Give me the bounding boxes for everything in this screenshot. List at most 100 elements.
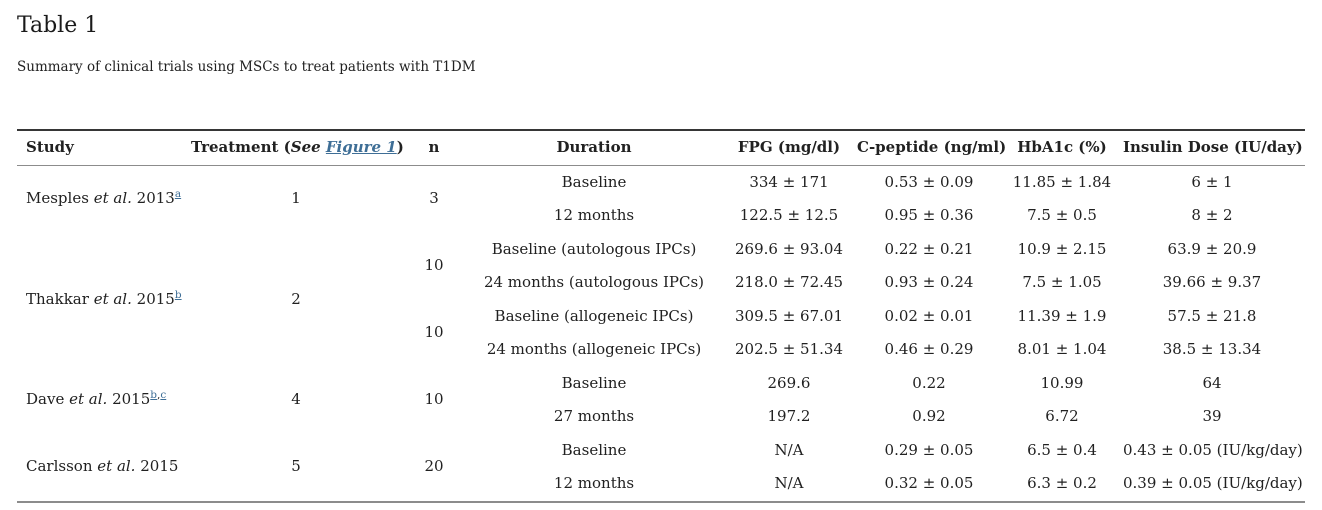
cpeptide-cell: 0.02 ± 0.01 <box>884 306 974 325</box>
n-cell: 20 <box>424 457 444 476</box>
hba1c-cell: 6.3 ± 0.2 <box>1027 474 1097 492</box>
study-name: Dave <box>26 390 65 409</box>
cpeptide-cell: 0.93 ± 0.24 <box>884 273 974 291</box>
duration-cell: Baseline (allogeneic IPCs) <box>494 306 694 325</box>
fpg-cell: 122.5 ± 12.5 <box>739 206 839 224</box>
col-header-duration: Duration <box>463 130 725 166</box>
fpg-cell: 334 ± 171 <box>749 172 829 191</box>
insulin-cell: 39 <box>1202 407 1222 425</box>
fpg-cell: N/A <box>774 440 804 459</box>
footnote-link-a[interactable]: a <box>174 188 182 201</box>
hba1c-cell: 7.5 ± 0.5 <box>1027 206 1097 224</box>
treatment-cell: 5 <box>291 457 301 476</box>
cpeptide-cell: 0.46 ± 0.29 <box>884 340 974 358</box>
fpg-cell: 218.0 ± 72.45 <box>735 273 843 291</box>
table-row: Carlsson et al. 2015 5 20 Baseline N/A 0… <box>17 434 1305 476</box>
cpeptide-cell: 0.29 ± 0.05 <box>884 440 974 459</box>
study-year: 2013 <box>136 189 175 208</box>
footnote-sup: b <box>175 289 182 301</box>
study-year: 2015 <box>112 390 151 409</box>
table-row: Thakkar et al. 2015b 2 10 Baseline (auto… <box>17 233 1305 308</box>
duration-cell: 12 months <box>553 474 635 492</box>
n-cell: 10 <box>424 390 444 409</box>
n-cell: 3 <box>429 189 439 208</box>
table-row: 27 months 197.2 0.92 6.72 39 <box>17 400 1305 434</box>
col-header-cpeptide: C-peptide (ng/ml) <box>853 130 1005 166</box>
footnote-separator: , <box>157 389 161 402</box>
cpeptide-cell: 0.22 ± 0.21 <box>884 239 974 258</box>
hba1c-cell: 6.72 <box>1045 407 1079 425</box>
insulin-cell: 57.5 ± 21.8 <box>1167 306 1257 325</box>
col-header-hba1c: HbA1c (%) <box>1005 130 1119 166</box>
fpg-cell: 309.5 ± 67.01 <box>735 306 843 325</box>
insulin-cell: 64 <box>1202 373 1222 392</box>
col-header-fpg: FPG (mg/dl) <box>725 130 853 166</box>
footnote-link-b[interactable]: b <box>174 288 182 301</box>
col-header-insulin: Insulin Dose (IU/day) <box>1119 130 1305 166</box>
n-cell: 10 <box>424 256 444 275</box>
study-name: Carlsson <box>26 457 93 476</box>
cpeptide-cell: 0.32 ± 0.05 <box>884 474 974 492</box>
study-cell-thakkar: Thakkar et al. 2015b <box>17 233 187 367</box>
table-row: 12 months N/A 0.32 ± 0.05 6.3 ± 0.2 0.39… <box>17 467 1305 502</box>
study-year: 2015 <box>136 289 175 308</box>
study-etal: et al. <box>69 390 108 409</box>
insulin-cell: 8 ± 2 <box>1191 206 1233 224</box>
duration-cell: 24 months (allogeneic IPCs) <box>486 340 702 358</box>
insulin-cell: 0.43 ± 0.05 (IU/kg/day) <box>1123 440 1303 459</box>
hba1c-cell: 10.99 <box>1040 373 1084 392</box>
header-row: Study Treatment (See Figure 1) n Duratio… <box>17 130 1305 166</box>
study-cell-dave: Dave et al. 2015b,c <box>17 367 187 434</box>
treatment-cell: 2 <box>291 289 301 308</box>
study-cell-carlsson: Carlsson et al. 2015 <box>17 434 187 502</box>
cpeptide-cell: 0.92 <box>912 407 946 425</box>
fpg-cell: 269.6 <box>767 373 811 392</box>
treatment-header-see: See <box>290 138 321 156</box>
duration-cell: Baseline (autologous IPCs) <box>491 239 697 258</box>
hba1c-cell: 10.9 ± 2.15 <box>1017 239 1107 258</box>
n-cell: 10 <box>424 323 444 342</box>
table-row: 24 months (autologous IPCs) 218.0 ± 72.4… <box>17 266 1305 300</box>
footnote-sup: a <box>175 188 181 200</box>
study-year: 2015 <box>140 457 179 476</box>
table-row: Dave et al. 2015b,c 4 10 Baseline 269.6 … <box>17 367 1305 409</box>
table-row: Mesples et al. 2013a 1 3 Baseline 334 ± … <box>17 165 1305 208</box>
insulin-cell: 38.5 ± 13.34 <box>1162 340 1262 358</box>
study-name: Thakkar <box>26 289 89 308</box>
duration-cell: 24 months (autologous IPCs) <box>483 273 705 291</box>
duration-cell: Baseline <box>561 373 627 392</box>
hba1c-cell: 11.85 ± 1.84 <box>1012 172 1112 191</box>
col-header-study: Study <box>17 130 187 166</box>
figure-1-link[interactable]: Figure 1 <box>326 138 397 156</box>
insulin-cell: 0.39 ± 0.05 (IU/kg/day) <box>1123 474 1303 492</box>
cpeptide-cell: 0.22 <box>912 373 946 392</box>
table-caption: Summary of clinical trials using MSCs to… <box>17 59 476 75</box>
study-etal: et al. <box>97 457 136 476</box>
duration-cell: Baseline <box>561 440 627 459</box>
table-row: 24 months (allogeneic IPCs) 202.5 ± 51.3… <box>17 333 1305 367</box>
duration-cell: 12 months <box>553 206 635 224</box>
duration-cell: 27 months <box>553 407 635 425</box>
cpeptide-cell: 0.53 ± 0.09 <box>884 172 974 191</box>
page-title: Table 1 <box>17 13 99 38</box>
study-cell-mesples: Mesples et al. 2013a <box>17 165 187 233</box>
hba1c-cell: 7.5 ± 1.05 <box>1022 273 1102 291</box>
cpeptide-cell: 0.95 ± 0.36 <box>884 206 974 224</box>
study-name: Mesples <box>26 189 89 208</box>
footnote-sup: b,c <box>150 389 166 401</box>
hba1c-cell: 11.39 ± 1.9 <box>1017 306 1107 325</box>
fpg-cell: 269.6 ± 93.04 <box>735 239 843 258</box>
duration-cell: Baseline <box>561 172 627 191</box>
figure-1-link-label: Figure 1 <box>325 138 397 156</box>
insulin-cell: 39.66 ± 9.37 <box>1162 273 1262 291</box>
footnote-link-c[interactable]: c <box>160 389 167 402</box>
fpg-cell: 197.2 <box>767 407 811 425</box>
fpg-cell: N/A <box>774 474 804 492</box>
footnote-link-b[interactable]: b <box>150 389 157 402</box>
treatment-header-suffix: ) <box>396 138 404 156</box>
treatment-cell: 1 <box>291 189 301 208</box>
col-header-n: n <box>405 130 463 166</box>
insulin-cell: 63.9 ± 20.9 <box>1167 239 1257 258</box>
fpg-cell: 202.5 ± 51.34 <box>735 340 843 358</box>
treatment-cell: 4 <box>291 390 301 409</box>
